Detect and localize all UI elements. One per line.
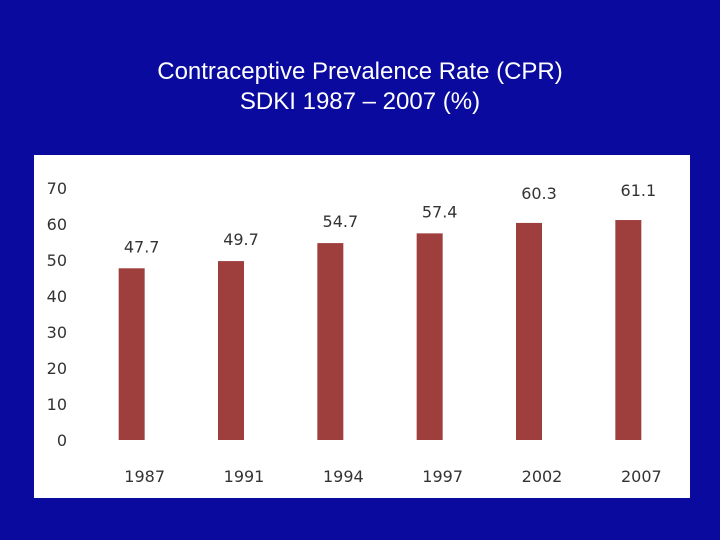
data-label-1991: 49.7 bbox=[223, 230, 259, 249]
bar-1991 bbox=[218, 261, 244, 440]
x-tick-label-1987: 1987 bbox=[124, 467, 165, 486]
data-label-1987: 47.7 bbox=[124, 237, 160, 256]
title-line-1: Contraceptive Prevalence Rate (CPR) bbox=[157, 58, 563, 85]
x-tick-label-1991: 1991 bbox=[224, 467, 265, 486]
y-tick-label-20: 20 bbox=[47, 359, 67, 378]
y-tick-label-60: 60 bbox=[47, 215, 67, 234]
y-tick-label-50: 50 bbox=[47, 251, 67, 270]
bar-1987 bbox=[118, 268, 145, 440]
bar-2007 bbox=[615, 220, 642, 440]
x-tick-label-1997: 1997 bbox=[422, 467, 463, 486]
data-label-2007: 61.1 bbox=[621, 181, 657, 200]
bar-2002 bbox=[516, 222, 542, 440]
y-tick-label-40: 40 bbox=[47, 287, 67, 306]
y-tick-label-70: 70 bbox=[47, 179, 67, 198]
y-tick-label-0: 0 bbox=[57, 431, 67, 450]
y-tick-label-10: 10 bbox=[47, 395, 67, 414]
x-tick-label-2007: 2007 bbox=[621, 467, 662, 486]
y-tick-label-30: 30 bbox=[47, 323, 67, 342]
bar-1994 bbox=[317, 243, 344, 440]
x-tick-label-2002: 2002 bbox=[522, 467, 563, 486]
bar-chart: 0 10 20 30 40 50 60 70 47.7 1987 49.7 1991 54.7 1994 5… bbox=[47, 179, 662, 486]
data-label-1994: 54.7 bbox=[323, 212, 359, 231]
bar-1997 bbox=[416, 233, 443, 440]
chart-panel: 0 10 20 30 40 50 60 70 47.7 1987 49.7 1991 54.7 1994 5… bbox=[34, 155, 690, 498]
title-line-2: SDKI 1987 – 2007 (%) bbox=[239, 88, 481, 115]
x-tick-label-1994: 1994 bbox=[323, 467, 364, 486]
data-label-1997: 57.4 bbox=[422, 202, 458, 221]
data-label-2002: 60.3 bbox=[521, 184, 557, 203]
slide-title: Contraceptive Prevalence Rate (CPR) SDKI… bbox=[0, 57, 720, 117]
